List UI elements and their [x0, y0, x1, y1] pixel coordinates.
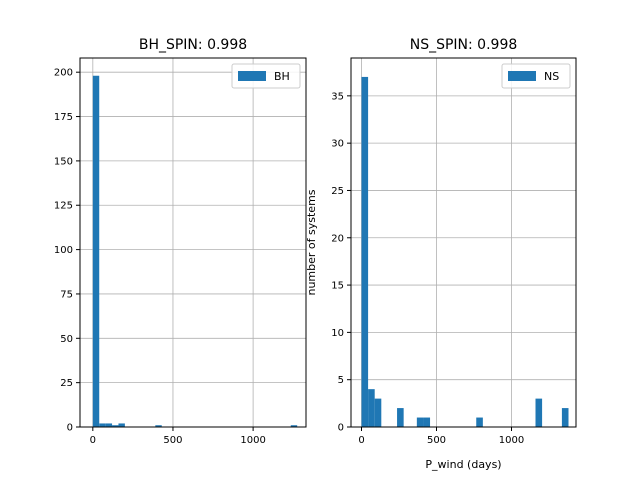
histogram-bar [535, 398, 543, 427]
plot-frame [350, 57, 577, 428]
y-tick-label: 125 [54, 201, 73, 212]
y-tick-label: 25 [60, 378, 73, 389]
histogram-bar [476, 417, 483, 427]
chart-title: NS_SPIN: 0.998 [410, 37, 518, 53]
y-tick-label: 175 [54, 112, 73, 123]
histogram-bar [105, 423, 113, 427]
y-tick-label: 150 [54, 156, 73, 167]
histogram-bar [368, 389, 375, 427]
histogram-bar [290, 425, 298, 427]
y-tick-label: 30 [331, 139, 344, 150]
legend: BH [231, 63, 301, 89]
histogram-bar [416, 417, 424, 427]
plot-frame [79, 57, 307, 428]
y-tick-label: 0 [67, 423, 73, 434]
histogram-bar [112, 425, 119, 427]
y-tick-label: 0 [338, 423, 344, 434]
y-tick-label: 100 [54, 245, 73, 256]
histogram-bar [374, 398, 382, 427]
histogram-bar [99, 423, 106, 427]
chart-title: BH_SPIN: 0.998 [139, 37, 247, 53]
x-axis-label: P_wind (days) [425, 458, 501, 471]
histogram-bar [118, 423, 125, 427]
legend-label: BH [274, 70, 290, 83]
legend: NS [501, 63, 571, 89]
x-tick-label: 1000 [240, 435, 265, 446]
legend-swatch [508, 71, 536, 81]
x-tick-label: 500 [427, 435, 446, 446]
y-tick-label: 200 [54, 68, 73, 79]
y-tick-label: 10 [331, 328, 344, 339]
y-tick-label: 35 [331, 91, 344, 102]
subplot-1: 0 500 1000 0 25 50 75 100 125 150 175 200 BH_SPIN: 0… [54, 37, 307, 446]
y-tick-label: 20 [331, 233, 344, 244]
histogram-bar [561, 408, 569, 427]
histogram-bar [155, 425, 162, 427]
legend-label: NS [544, 70, 559, 83]
subplot-2: 0 500 1000 0 5 10 15 20 25 30 35 NS_SPIN: 0.998 P_wi… [305, 37, 577, 471]
y-tick-label: 15 [331, 281, 344, 292]
x-tick-label: 1000 [499, 435, 524, 446]
legend-swatch [238, 71, 266, 81]
x-tick-label: 0 [358, 435, 364, 446]
y-tick-label: 50 [60, 334, 73, 345]
y-tick-label: 75 [60, 289, 73, 300]
histogram-bar [92, 75, 100, 427]
x-tick-label: 0 [90, 435, 96, 446]
y-tick-label: 5 [338, 375, 344, 386]
y-axis-label: number of systems [305, 189, 318, 295]
x-tick-label: 500 [163, 435, 182, 446]
y-tick-label: 25 [331, 186, 344, 197]
histogram-bar [361, 76, 369, 427]
histogram-bar [397, 408, 404, 427]
histogram-bar [423, 417, 431, 427]
